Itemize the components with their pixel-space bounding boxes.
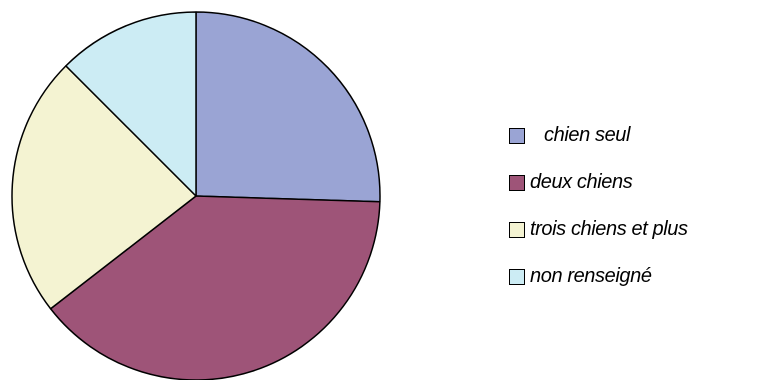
legend: chien seul deux chiens trois chiens et p… (509, 112, 771, 300)
legend-label-chien-seul: chien seul (544, 124, 631, 146)
legend-swatch-chien-seul (509, 127, 525, 144)
legend-label-deux-chiens: deux chiens (530, 171, 633, 193)
legend-label-non-renseigne: non renseigné (530, 265, 652, 287)
legend-label-trois-chiens-et-plus: trois chiens et plus (530, 218, 688, 240)
legend-swatch-trois-chiens-et-plus (509, 221, 525, 238)
legend-swatch-non-renseigne (509, 268, 525, 285)
legend-item-deux-chiens: deux chiens (509, 159, 771, 206)
legend-item-non-renseigne: non renseigné (509, 253, 771, 300)
pie-slice-deux-chiens (49, 195, 381, 380)
pie-slice-non-renseigne (65, 11, 197, 197)
legend-swatch-deux-chiens (509, 174, 525, 191)
pie-slice-chien-seul (195, 11, 381, 203)
legend-item-chien-seul: chien seul (509, 112, 771, 159)
legend-item-trois-chiens-et-plus: trois chiens et plus (509, 206, 771, 253)
pie-slice-trois-chiens-et-plus (11, 65, 197, 310)
